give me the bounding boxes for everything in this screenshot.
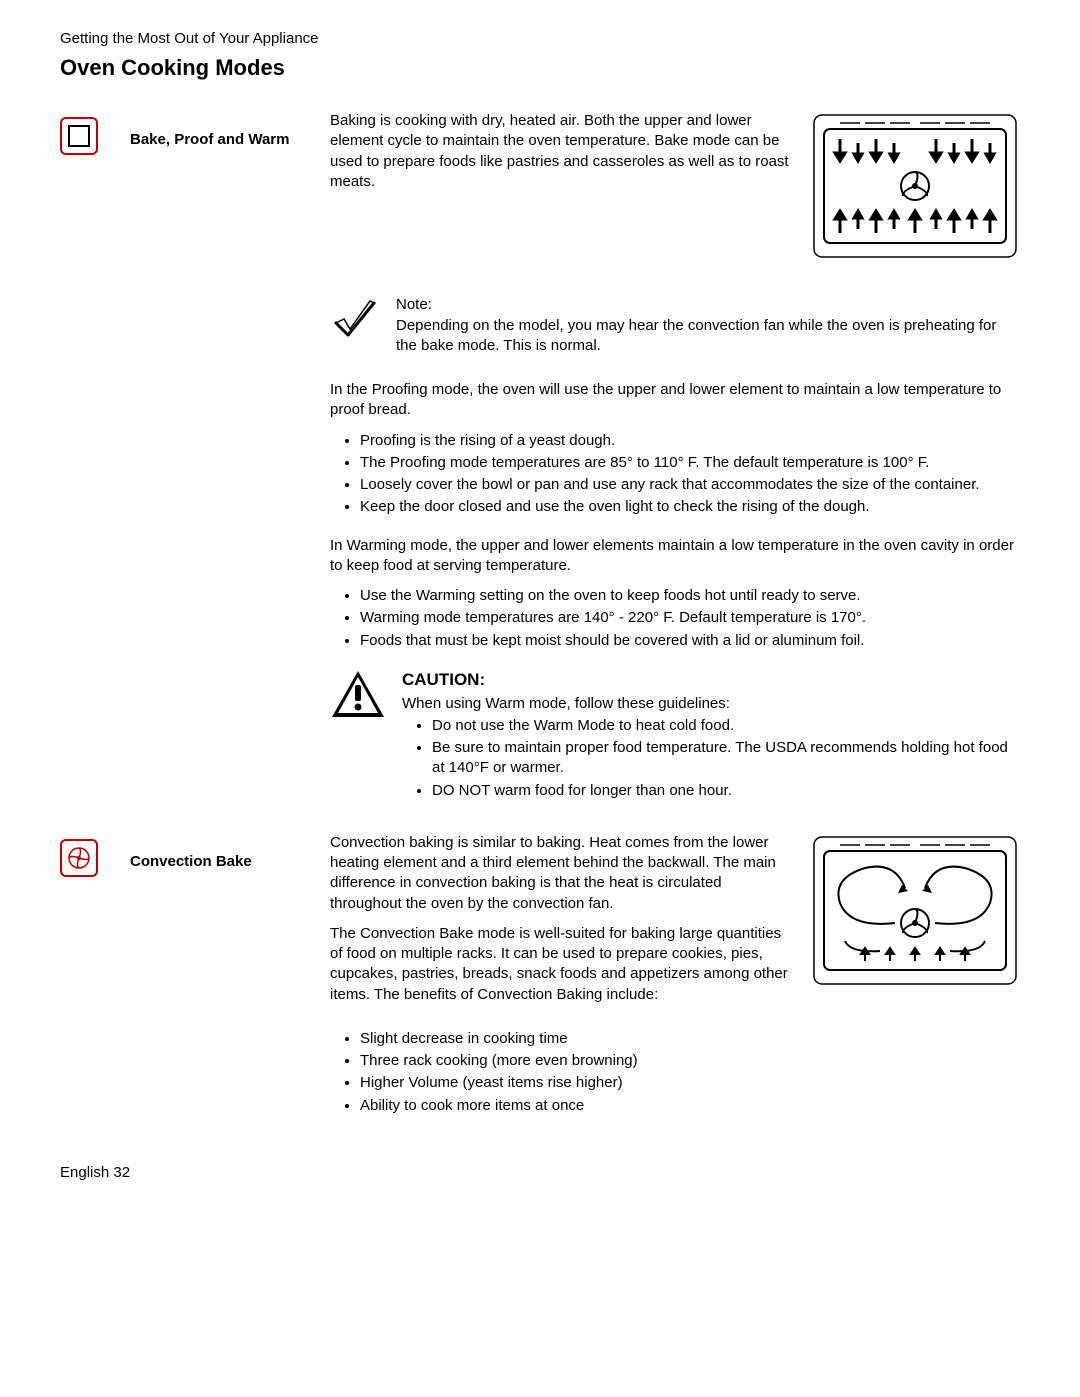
list-item: Higher Volume (yeast items rise higher) [360,1073,1020,1093]
list-item: Use the Warming setting on the oven to k… [360,586,1020,606]
warm-bullets: Use the Warming setting on the oven to k… [330,586,1020,651]
header-section-label: Getting the Most Out of Your Appliance [60,30,1020,47]
oven-circulation-diagram-icon [810,833,1020,988]
caution-title: CAUTION: [402,669,1020,692]
oven-arrows-diagram-icon [810,111,1020,261]
page-title: Oven Cooking Modes [60,55,1020,81]
fan-icon [66,845,92,871]
proof-bullets: Proofing is the rising of a yeast dough.… [330,431,1020,518]
mode-label: Convection Bake [130,833,330,870]
caution-intro: When using Warm mode, follow these guide… [402,694,1020,714]
list-item: The Proofing mode temperatures are 85° t… [360,453,1020,473]
checkmark-icon [330,295,380,351]
conv-intro: Convection baking is similar to baking. … [330,833,790,914]
section-convection-bake: Convection Bake Convection baking is sim… [60,833,1020,1124]
mode-icon-col [60,833,130,877]
convection-diagram [810,833,1020,994]
note-text: Depending on the model, you may hear the… [396,316,1020,357]
bake-mode-icon [60,117,98,155]
list-item: DO NOT warm food for longer than one hou… [432,781,1020,801]
list-item: Three rack cooking (more even browning) [360,1051,1020,1071]
proof-intro: In the Proofing mode, the oven will use … [330,380,1020,421]
list-item: Be sure to maintain proper food temperat… [432,738,1020,779]
list-item: Loosely cover the bowl or pan and use an… [360,475,1020,495]
caution-block: CAUTION: When using Warm mode, follow th… [330,669,1020,809]
mode-icon-col [60,111,130,155]
list-item: Slight decrease in cooking time [360,1029,1020,1049]
note-label: Note: [396,295,1020,315]
square-icon [66,123,92,149]
mode-label: Bake, Proof and Warm [130,111,330,148]
page: Getting the Most Out of Your Appliance O… [0,0,1080,1221]
page-footer: English 32 [60,1164,1020,1181]
list-item: Warming mode temperatures are 140° - 220… [360,608,1020,628]
warning-triangle-icon [330,669,386,725]
convection-bake-mode-icon [60,839,98,877]
list-item: Foods that must be kept moist should be … [360,631,1020,651]
caution-bullets: Do not use the Warm Mode to heat cold fo… [402,716,1020,801]
list-item: Ability to cook more items at once [360,1096,1020,1116]
mode-content: Baking is cooking with dry, heated air. … [330,111,1020,809]
note-block: Note: Depending on the model, you may he… [330,295,1020,356]
section-bake-proof-warm: Bake, Proof and Warm Baking is cooking w… [60,111,1020,809]
list-item: Do not use the Warm Mode to heat cold fo… [432,716,1020,736]
list-item: Proofing is the rising of a yeast dough. [360,431,1020,451]
bake-intro-text: Baking is cooking with dry, heated air. … [330,111,790,192]
bake-diagram [810,111,1020,267]
list-item: Keep the door closed and use the oven li… [360,497,1020,517]
warm-intro: In Warming mode, the upper and lower ele… [330,536,1020,577]
conv-para2-part: The Convection Bake mode is well-suited … [330,924,790,1005]
mode-content: Convection baking is similar to baking. … [330,833,1020,1124]
conv-benefits: Slight decrease in cooking timeThree rac… [330,1029,1020,1116]
